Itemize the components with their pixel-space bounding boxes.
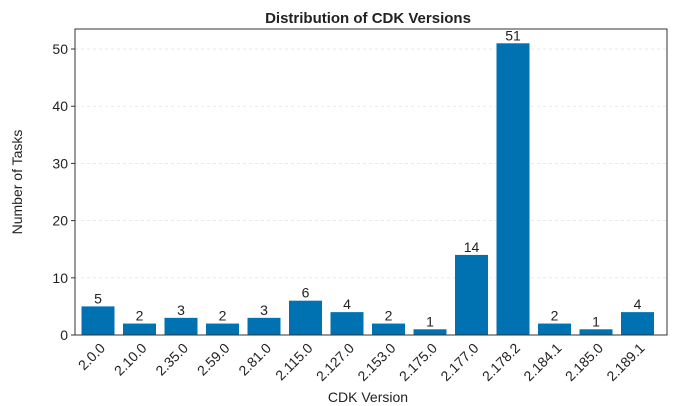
data-label: 2 xyxy=(219,308,227,324)
y-tick-label: 50 xyxy=(52,41,68,57)
bar xyxy=(289,300,322,335)
plot-frame xyxy=(74,28,668,336)
data-label: 4 xyxy=(634,296,642,312)
x-tick-label: 2.189.1 xyxy=(603,340,647,384)
x-tick-label: 2.10.0 xyxy=(111,340,150,379)
bar xyxy=(372,323,405,335)
y-tick-label: 40 xyxy=(52,98,68,114)
y-tick-label: 0 xyxy=(60,327,68,343)
data-label: 3 xyxy=(177,302,185,318)
bar xyxy=(579,329,613,335)
y-tick-label: 30 xyxy=(52,155,68,171)
data-label: 4 xyxy=(343,296,351,312)
bar xyxy=(621,312,654,335)
x-tick-label: 2.35.0 xyxy=(152,340,191,379)
x-tick-label: 2.127.0 xyxy=(313,340,357,384)
x-tick-label: 2.59.0 xyxy=(194,340,233,379)
bar xyxy=(496,43,530,335)
bar xyxy=(538,323,571,335)
data-label: 2 xyxy=(385,308,393,324)
x-tick-label: 2.153.0 xyxy=(354,340,398,384)
y-tick-label: 10 xyxy=(52,270,68,286)
x-tick-label: 2.81.0 xyxy=(235,340,274,379)
bar xyxy=(247,317,281,335)
data-label: 2 xyxy=(136,308,144,324)
bar xyxy=(455,254,488,335)
bar xyxy=(164,317,198,335)
data-label: 14 xyxy=(464,239,480,255)
data-label: 1 xyxy=(426,313,434,329)
chart-title: Distribution of CDK Versions xyxy=(265,10,471,27)
x-tick-label: 2.178.2 xyxy=(479,340,523,384)
bar xyxy=(206,323,239,335)
x-tick-label: 2.175.0 xyxy=(396,340,440,384)
bar xyxy=(330,312,364,335)
x-axis-label: CDK Version xyxy=(328,389,408,405)
data-label: 6 xyxy=(302,285,310,301)
y-tick-label: 20 xyxy=(52,213,68,229)
x-tick-label: 2.184.1 xyxy=(520,340,564,384)
bar xyxy=(413,329,447,335)
data-label: 3 xyxy=(260,302,268,318)
x-tick-label: 2.115.0 xyxy=(272,340,316,384)
data-label: 2 xyxy=(551,308,559,324)
y-axis-label: Number of Tasks xyxy=(9,130,25,235)
x-tick-label: 2.177.0 xyxy=(437,340,481,384)
data-label: 1 xyxy=(592,313,600,329)
data-label: 51 xyxy=(505,27,521,43)
bar xyxy=(123,323,156,335)
x-tick-label: 2.0.0 xyxy=(75,340,108,373)
bar xyxy=(81,306,115,335)
data-label: 5 xyxy=(94,290,102,306)
x-tick-label: 2.185.0 xyxy=(562,340,606,384)
